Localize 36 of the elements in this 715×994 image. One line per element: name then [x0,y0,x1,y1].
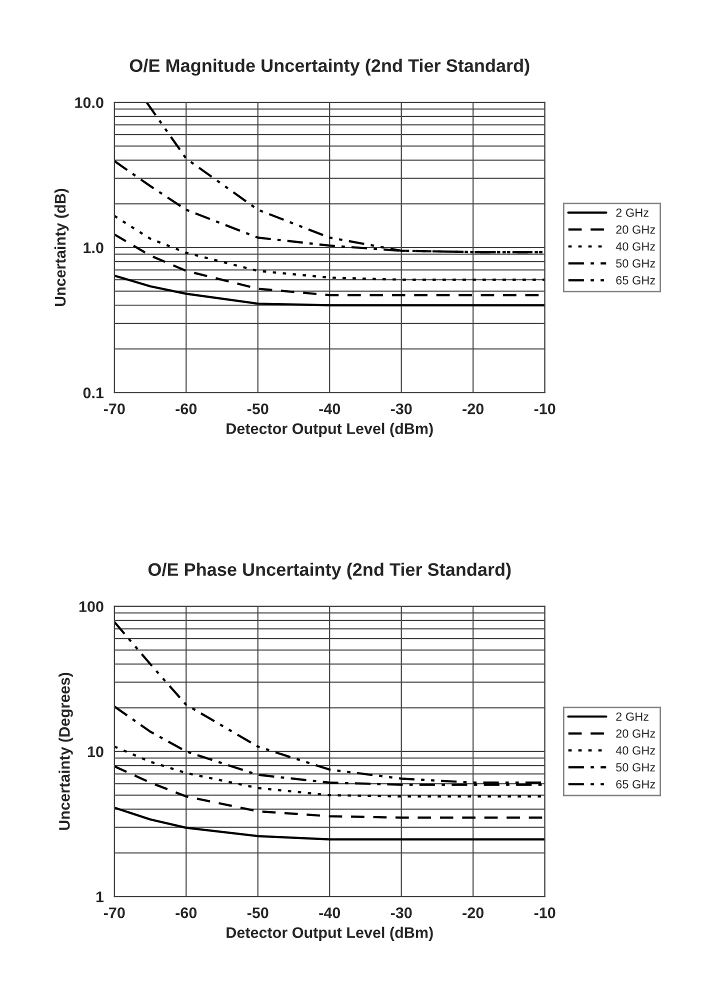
x-tick-label: -20 [462,403,484,414]
legend-label: 40 GHz [616,746,656,755]
x-tick-label: -60 [176,403,197,414]
x-tick-label: -70 [104,403,125,414]
x-tick-label: -40 [319,907,340,918]
x-tick-label: -10 [534,403,556,414]
x-tick-label: -70 [104,907,125,918]
x-tick-label: -40 [319,403,340,414]
chart-title: O/E Magnitude Uncertainty (2nd Tier Standard) [130,58,530,76]
legend-label: 50 GHz [616,259,656,268]
legend-label: 2 GHz [616,712,648,721]
x-tick-label: -30 [390,907,412,918]
x-axis-title: Detector Output Level (dBm) [226,422,433,438]
x-tick-label: -10 [534,907,556,918]
y-tick-label: 10.0 [75,97,104,108]
x-tick-label: -30 [390,403,412,414]
y-tick-label: 1.0 [84,242,104,254]
x-tick-label: -20 [462,907,484,918]
legend-label: 40 GHz [616,242,656,251]
y-tick-label: 100 [79,601,104,612]
legend-label: 50 GHz [616,763,656,772]
x-tick-label: -50 [247,907,268,918]
x-axis-title: Detector Output Level (dBm) [226,926,433,942]
y-tick-label: 0.1 [83,388,104,398]
x-tick-label: -60 [176,907,197,918]
y-tick-label: 10 [88,746,104,758]
x-tick-label: -50 [247,403,268,414]
legend-label: 65 GHz [616,276,656,284]
legend-label: 2 GHz [616,208,648,217]
legend-label: 65 GHz [616,780,656,788]
legend-label: 20 GHz [616,225,656,234]
y-axis-title: Uncertainty (dB) [54,188,69,306]
y-tick-label: 1 [96,892,104,902]
chart-title: O/E Phase Uncertainty (2nd Tier Standard) [148,562,511,580]
legend-label: 20 GHz [616,729,656,738]
y-axis-title: Uncertainty (Degrees) [58,672,73,830]
